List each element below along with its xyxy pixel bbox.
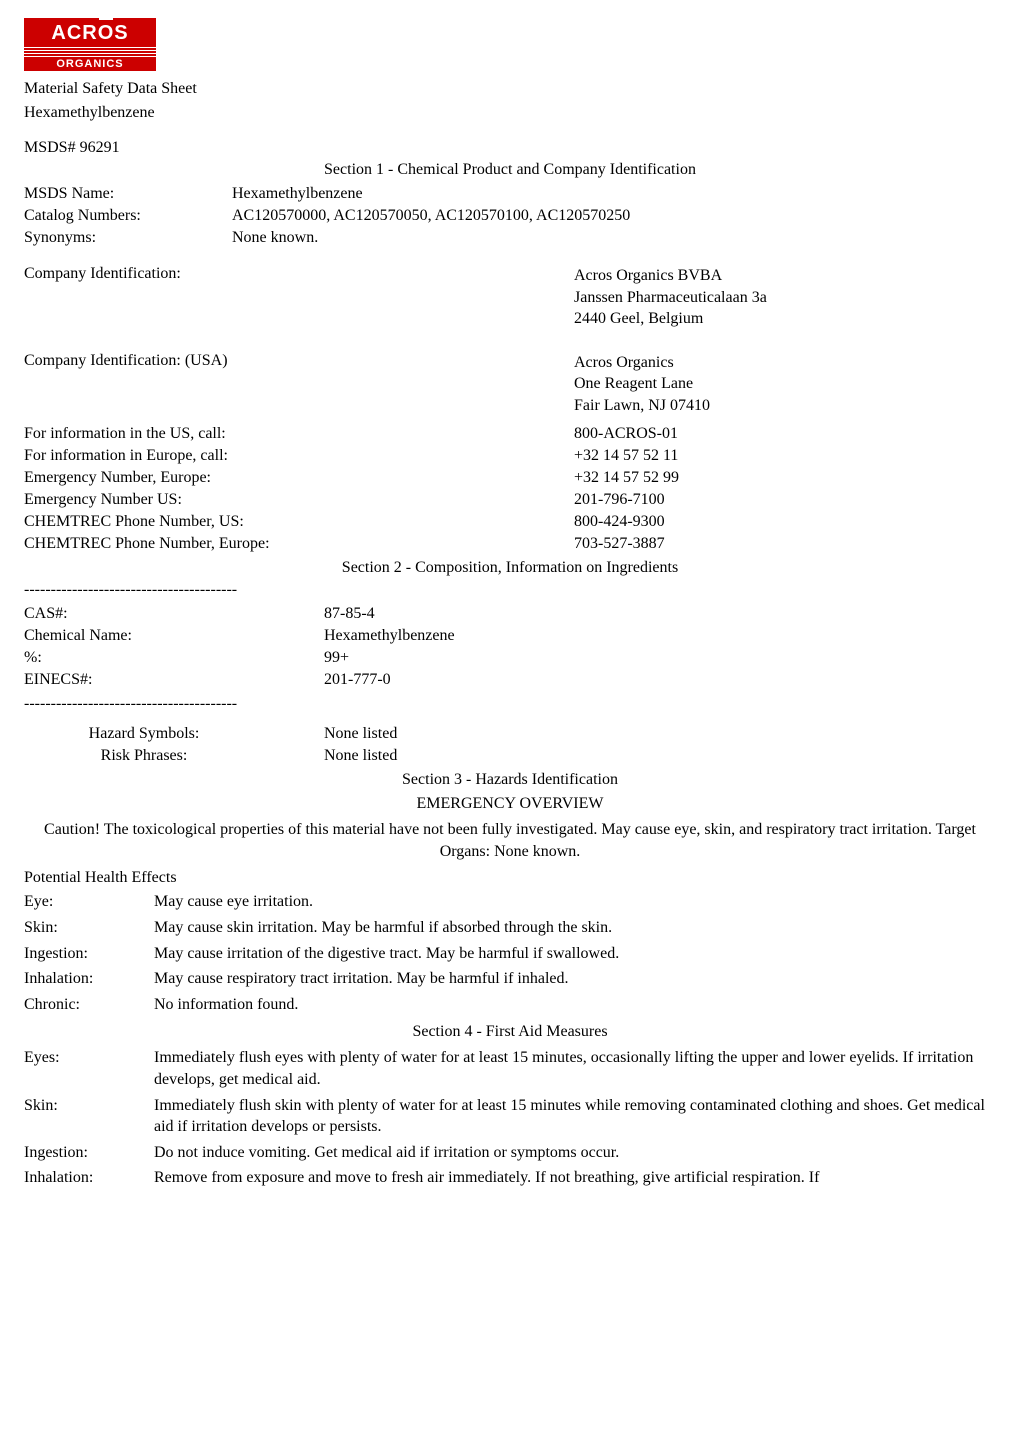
info-row-2: Emergency Number, Europe: +32 14 57 52 9… [24, 467, 996, 489]
synonyms-value: None known. [232, 227, 996, 249]
info-label-0: For information in the US, call: [24, 423, 574, 445]
msds-name-value: Hexamethylbenzene [232, 183, 996, 205]
info-value-3: 201-796-7100 [574, 489, 996, 511]
company-id-usa-value: Acros Organics One Reagent Lane Fair Law… [574, 346, 996, 423]
s4-label-1: Skin: [24, 1093, 154, 1140]
eff-label-2: Ingestion: [24, 941, 154, 967]
header-line1: Material Safety Data Sheet [24, 77, 996, 101]
cas-value: 87-85-4 [324, 603, 996, 625]
info-row-4: CHEMTREC Phone Number, US: 800-424-9300 [24, 511, 996, 533]
company-id-line2: 2440 Geel, Belgium [574, 308, 996, 330]
header: Material Safety Data Sheet Hexamethylben… [24, 77, 996, 125]
einecs-value: 201-777-0 [324, 669, 996, 691]
hazard-symbols-value: None listed [324, 723, 996, 745]
logo: ACROS ORGANICS [24, 18, 156, 71]
risk-phrases-label: Risk Phrases: [24, 745, 324, 767]
logo-stripes [24, 48, 156, 56]
risk-phrases-value: None listed [324, 745, 996, 767]
s4-label-2: Ingestion: [24, 1140, 154, 1166]
eff-label-4: Chronic: [24, 992, 154, 1018]
hazard-rows: Hazard Symbols: None listed Risk Phrases… [24, 723, 996, 767]
emergency-overview: EMERGENCY OVERVIEW [24, 795, 996, 813]
company-id-line1: Janssen Pharmaceuticalaan 3a [574, 287, 996, 309]
company-id-usa-line2: Fair Lawn, NJ 07410 [574, 395, 996, 417]
eff-value-0: May cause eye irritation. [154, 889, 996, 915]
s4-label-0: Eyes: [24, 1045, 154, 1092]
company-id-usa-line1: One Reagent Lane [574, 373, 996, 395]
eff-value-1: May cause skin irritation. May be harmfu… [154, 915, 996, 941]
company-id-row: Company Identification: Acros Organics B… [24, 259, 996, 336]
section2-title: Section 2 - Composition, Information on … [24, 559, 996, 577]
pct-label: %: [24, 647, 324, 669]
eff-label-1: Skin: [24, 915, 154, 941]
msds-number: MSDS# 96291 [24, 139, 996, 157]
info-label-4: CHEMTREC Phone Number, US: [24, 511, 574, 533]
company-id-line0: Acros Organics BVBA [574, 265, 996, 287]
info-label-5: CHEMTREC Phone Number, Europe: [24, 533, 574, 555]
info-value-2: +32 14 57 52 99 [574, 467, 996, 489]
section1-title: Section 1 - Chemical Product and Company… [24, 161, 996, 179]
s4-label-3: Inhalation: [24, 1165, 154, 1191]
section1-rows: MSDS Name: Hexamethylbenzene Catalog Num… [24, 183, 996, 249]
s4-value-0: Immediately flush eyes with plenty of wa… [154, 1045, 996, 1092]
eff-value-3: May cause respiratory tract irritation. … [154, 966, 996, 992]
catalog-label: Catalog Numbers: [24, 205, 224, 227]
msds-name-label: MSDS Name: [24, 183, 224, 205]
section4-rows: Eyes: Immediately flush eyes with plenty… [24, 1045, 996, 1191]
company-id-value: Acros Organics BVBA Janssen Pharmaceutic… [574, 259, 996, 336]
eff-label-0: Eye: [24, 889, 154, 915]
chemname-label: Chemical Name: [24, 625, 324, 647]
info-row-1: For information in Europe, call: +32 14 … [24, 445, 996, 467]
cas-label: CAS#: [24, 603, 324, 625]
synonyms-label: Synonyms: [24, 227, 224, 249]
info-value-1: +32 14 57 52 11 [574, 445, 996, 467]
s4-value-2: Do not induce vomiting. Get medical aid … [154, 1140, 996, 1166]
eff-label-3: Inhalation: [24, 966, 154, 992]
company-id-usa-row: Company Identification: (USA) Acros Orga… [24, 346, 996, 423]
hazard-symbols-label: Hazard Symbols: [24, 723, 324, 745]
section2-rows: CAS#: 87-85-4 Chemical Name: Hexamethylb… [24, 603, 996, 691]
info-row-5: CHEMTREC Phone Number, Europe: 703-527-3… [24, 533, 996, 555]
eff-value-4: No information found. [154, 992, 996, 1018]
einecs-label: EINECS#: [24, 669, 324, 691]
section4-title: Section 4 - First Aid Measures [24, 1023, 996, 1041]
potential-health-effects-head: Potential Health Effects [24, 869, 996, 887]
info-label-3: Emergency Number US: [24, 489, 574, 511]
info-value-5: 703-527-3887 [574, 533, 996, 555]
info-label-2: Emergency Number, Europe: [24, 467, 574, 489]
company-id-usa-line0: Acros Organics [574, 352, 996, 374]
company-id-usa-label: Company Identification: (USA) [24, 346, 574, 423]
logo-top: ACROS [24, 18, 156, 47]
info-label-1: For information in Europe, call: [24, 445, 574, 467]
s4-value-1: Immediately flush skin with plenty of wa… [154, 1093, 996, 1140]
pct-value: 99+ [324, 647, 996, 669]
dash-line-top: ---------------------------------------- [24, 581, 996, 599]
caution-text: Caution! The toxicological properties of… [24, 819, 996, 864]
dash-line-bottom: ---------------------------------------- [24, 695, 996, 713]
info-row-3: Emergency Number US: 201-796-7100 [24, 489, 996, 511]
info-value-4: 800-424-9300 [574, 511, 996, 533]
info-value-0: 800-ACROS-01 [574, 423, 996, 445]
header-line2: Hexamethylbenzene [24, 101, 996, 125]
eff-value-2: May cause irritation of the digestive tr… [154, 941, 996, 967]
section3-title: Section 3 - Hazards Identification [24, 771, 996, 789]
s4-value-3: Remove from exposure and move to fresh a… [154, 1165, 996, 1191]
catalog-value: AC120570000, AC120570050, AC120570100, A… [232, 205, 996, 227]
company-id-label: Company Identification: [24, 259, 574, 336]
chemname-value: Hexamethylbenzene [324, 625, 996, 647]
effects-rows: Eye: May cause eye irritation. Skin: May… [24, 889, 996, 1017]
info-row-0: For information in the US, call: 800-ACR… [24, 423, 996, 445]
logo-bottom: ORGANICS [24, 57, 156, 71]
